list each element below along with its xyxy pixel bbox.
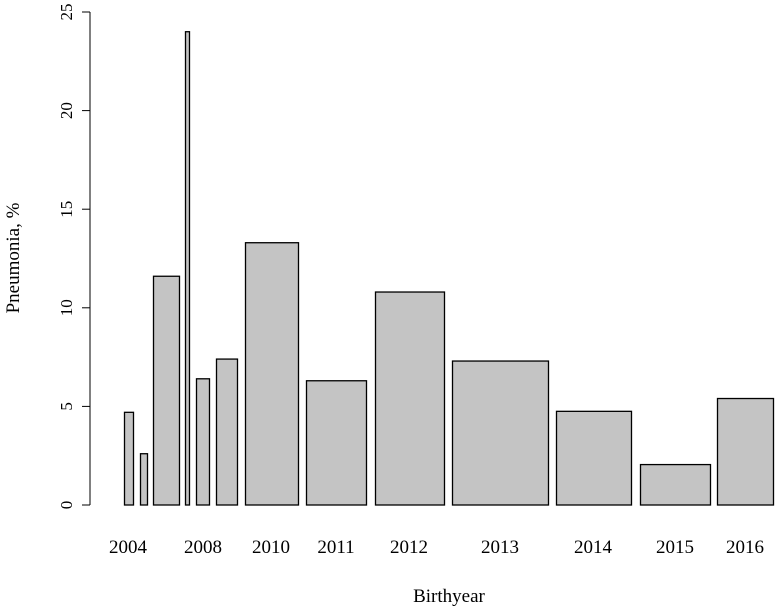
y-axis: 0 5 10 15 20 25 — [57, 4, 91, 510]
y-tick-label: 10 — [57, 299, 76, 316]
bar-2008 — [195, 378, 211, 506]
x-tick-label: 2004 — [109, 537, 148, 558]
x-tick-label: 2016 — [726, 537, 764, 558]
bar-2004 — [123, 411, 135, 506]
y-tick-label: 20 — [57, 102, 76, 119]
x-tick-label: 2014 — [574, 537, 613, 558]
x-tick-label: 2008 — [184, 537, 222, 558]
bar-2016 — [716, 397, 775, 506]
bars — [123, 31, 775, 506]
y-tick-label: 0 — [57, 501, 76, 510]
y-tick-label: 25 — [57, 4, 76, 21]
x-tick-label: 2011 — [317, 537, 354, 558]
bar-2007 — [184, 31, 191, 506]
bar-2011 — [305, 380, 368, 506]
y-tick-label: 15 — [57, 201, 76, 218]
x-tick-label: 2010 — [252, 537, 290, 558]
x-tick-label: 2012 — [390, 537, 428, 558]
bar-2010 — [244, 242, 300, 506]
bar-2009 — [215, 358, 239, 506]
y-tick-label: 5 — [57, 402, 76, 411]
bar-2012 — [374, 291, 446, 506]
x-axis-label: Birthyear — [413, 586, 485, 607]
y-axis-label: Pneumonia, % — [3, 202, 24, 313]
bar-2005 — [139, 453, 149, 506]
bar-2015 — [639, 463, 712, 506]
x-tick-label: 2013 — [481, 537, 519, 558]
x-tick-label: 2015 — [656, 537, 694, 558]
x-tick-labels: 2004 2008 2010 2011 2012 2013 2014 2015 2016 — [109, 537, 764, 558]
bar-2013 — [451, 360, 550, 506]
bar-2014 — [555, 410, 633, 506]
bar-2006 — [152, 275, 181, 506]
